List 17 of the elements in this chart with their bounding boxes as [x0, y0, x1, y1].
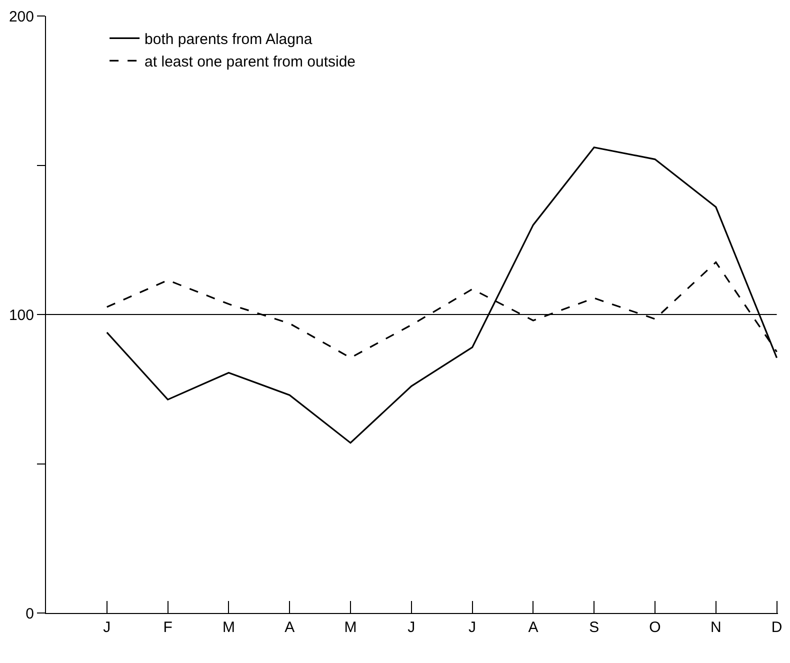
y-tick-label: 100 — [8, 306, 34, 324]
x-tick-label: A — [284, 619, 295, 636]
legend-label: at least one parent from outside — [144, 54, 356, 71]
x-tick-label: D — [771, 619, 782, 636]
x-tick-label: J — [103, 619, 111, 636]
x-tick-label: M — [222, 619, 235, 636]
legend-label: both parents from Alagna — [144, 31, 313, 48]
x-tick-label: A — [528, 619, 538, 636]
x-tick-label: M — [344, 619, 357, 636]
x-tick-label: J — [408, 619, 416, 636]
y-tick-label: 0 — [26, 605, 34, 622]
x-tick-label: O — [649, 619, 661, 636]
x-tick-label: S — [589, 619, 600, 636]
x-tick-label: J — [468, 619, 476, 636]
x-tick-label: N — [710, 619, 722, 636]
y-tick-label: 200 — [8, 8, 34, 26]
x-tick-label: F — [163, 619, 172, 636]
